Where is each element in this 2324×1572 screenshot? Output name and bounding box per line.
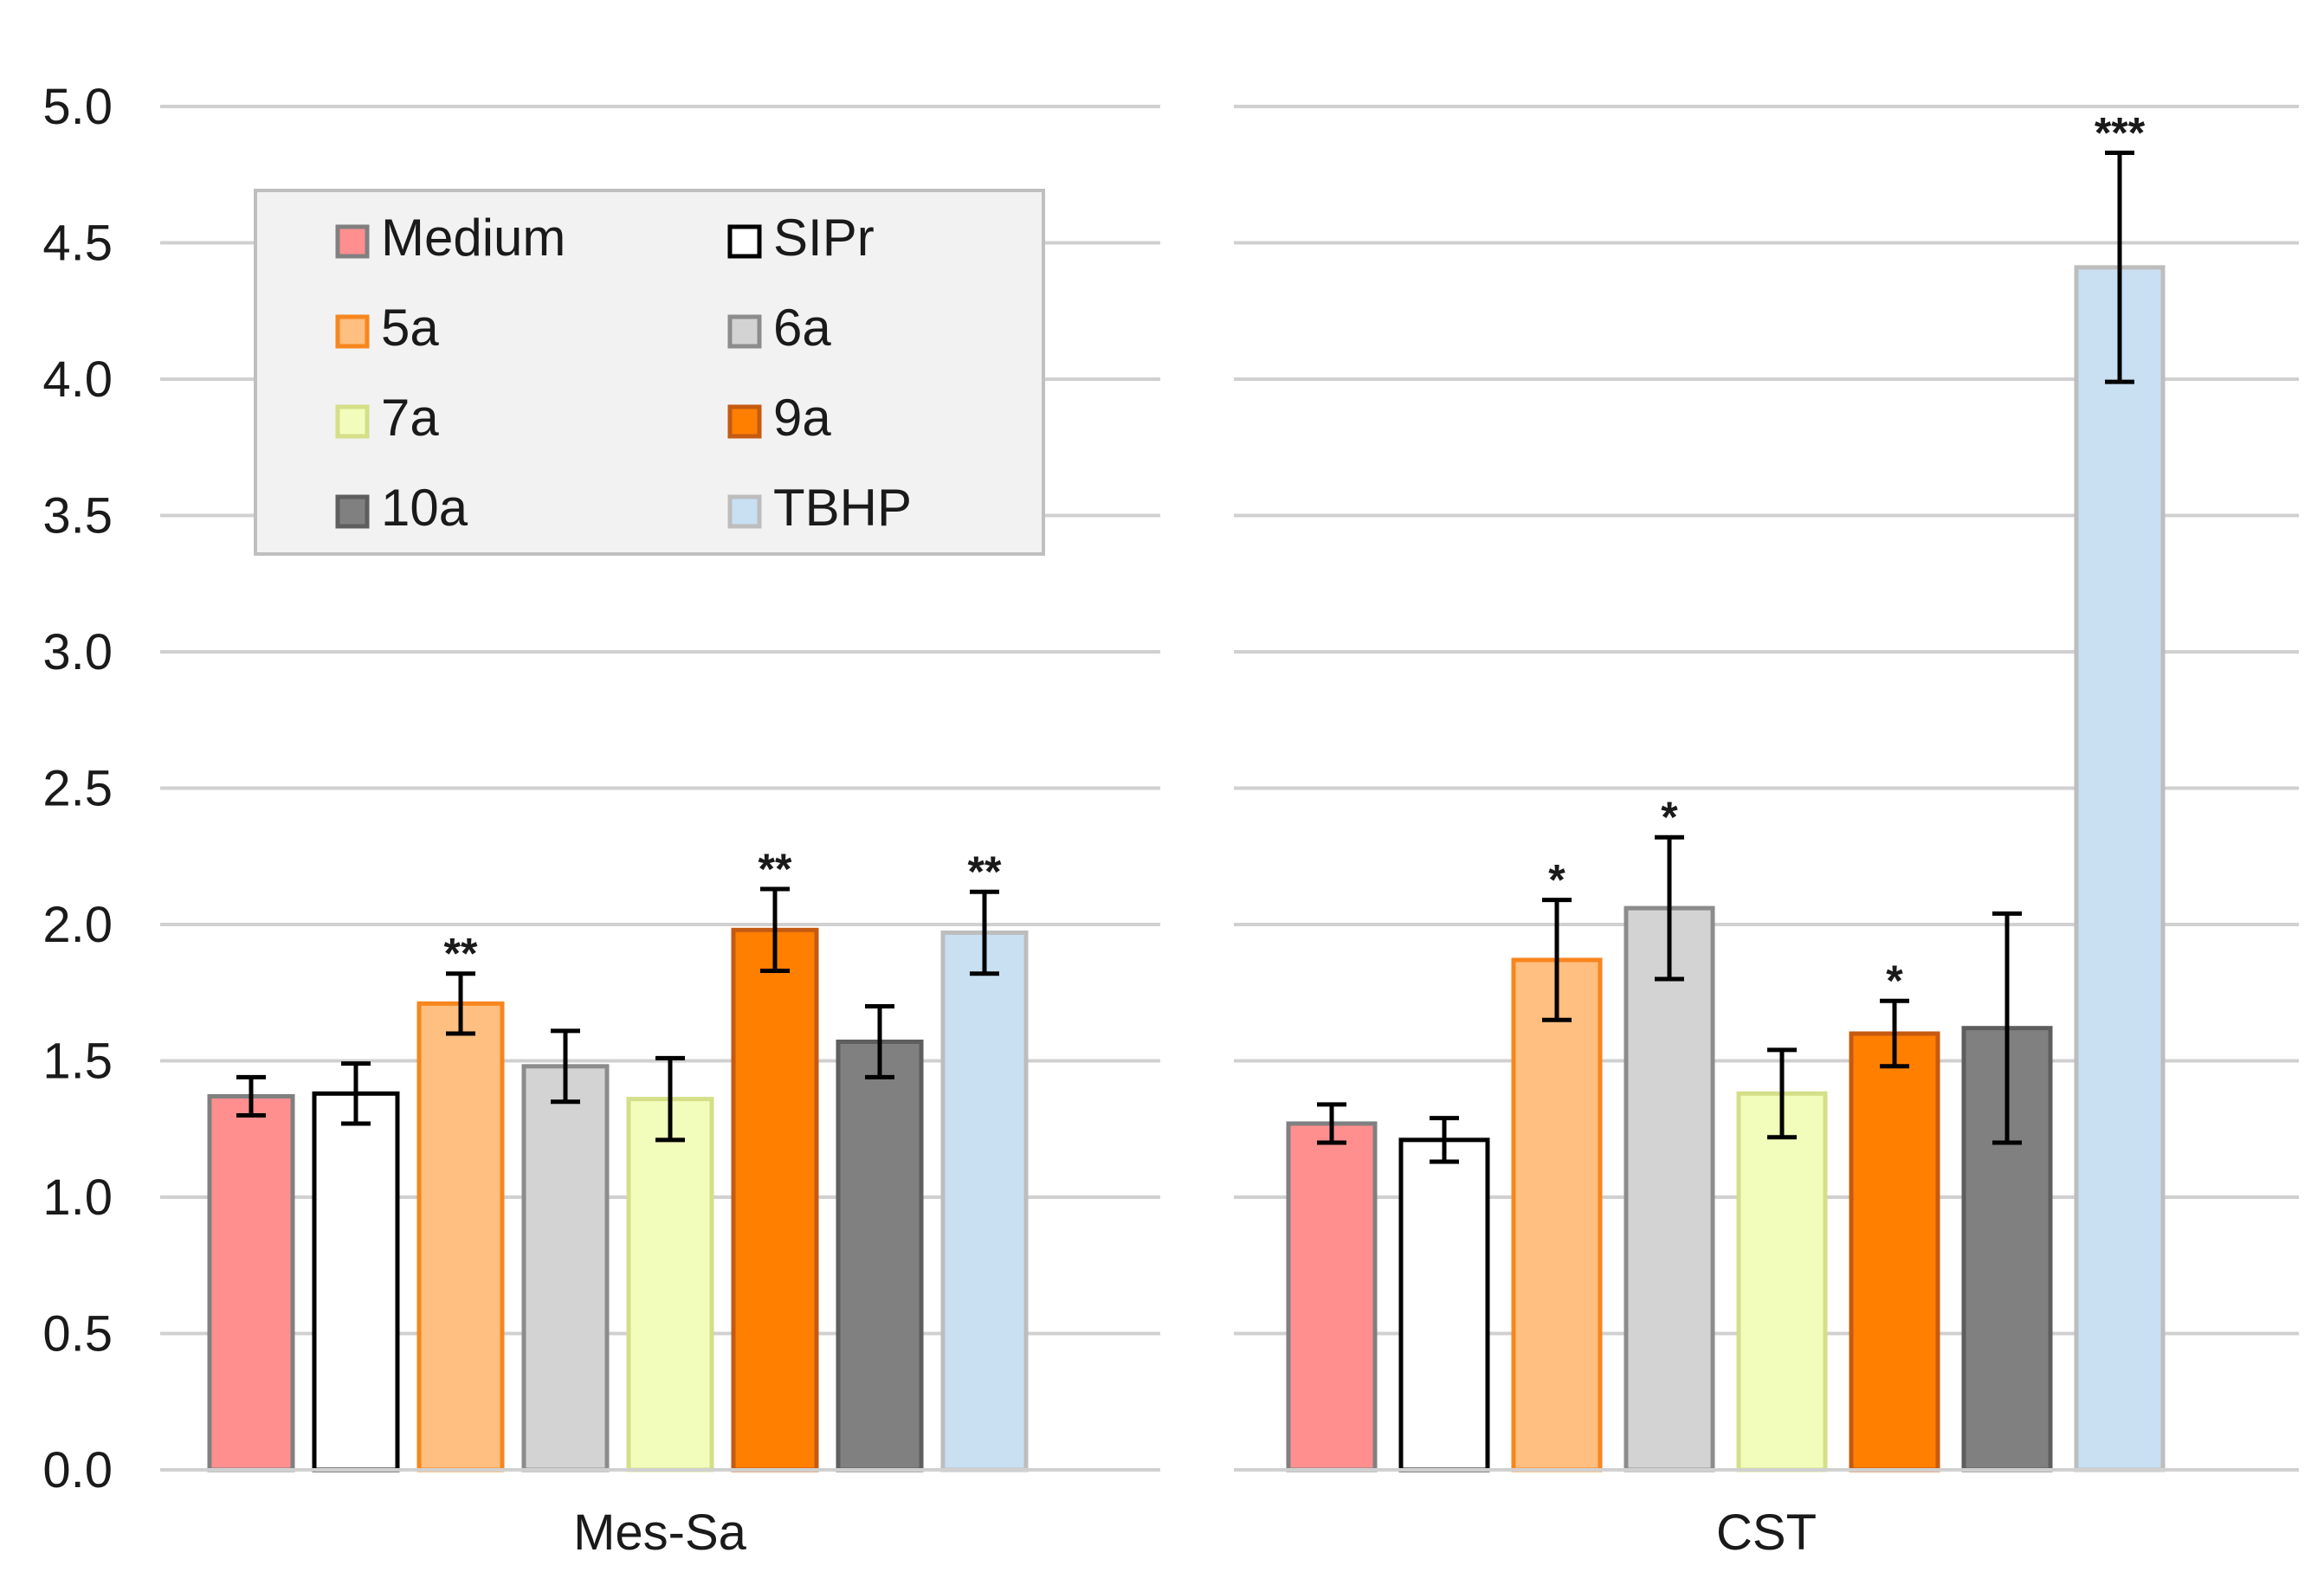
legend-swatch xyxy=(727,224,762,259)
y-tick-label: 0.0 xyxy=(42,1442,113,1498)
y-tick-label: 3.5 xyxy=(42,488,113,544)
bar xyxy=(2074,265,2166,1472)
legend-label: 9a xyxy=(773,389,831,447)
legend-swatch xyxy=(335,404,370,439)
significance-label: * xyxy=(1661,793,1678,841)
legend-label: SIPr xyxy=(773,209,875,267)
axis-layer: 0.0 0.5 1.0 1.5 2.0 2.5 3.0 3.5 4.0 4.5 5.0 Mes-Sa C… xyxy=(42,79,2299,1561)
legend-label: Medium xyxy=(381,209,565,267)
bar xyxy=(626,1097,714,1472)
legend-swatch xyxy=(727,404,762,439)
bar xyxy=(1398,1137,1490,1472)
legend-swatch xyxy=(335,224,370,259)
significance-label: * xyxy=(1886,957,1903,1005)
bar xyxy=(1849,1031,1940,1472)
bar xyxy=(940,930,1029,1472)
y-tick-label: 5.0 xyxy=(42,79,113,135)
legend: Medium SIPr 5a 6a 7a 9a 10a TBHP xyxy=(254,189,1045,556)
y-tick-label: 4.0 xyxy=(42,351,113,408)
bars-layer: **** ** ****** xyxy=(207,109,2166,1472)
x-category-label: Mes-Sa xyxy=(573,1504,747,1561)
y-tick-label: 0.5 xyxy=(42,1306,113,1363)
bar xyxy=(1736,1091,1828,1472)
legend-swatch xyxy=(335,494,370,529)
significance-label: ** xyxy=(968,847,1002,896)
y-tick-label: 2.0 xyxy=(42,897,113,953)
y-tick-label: 1.5 xyxy=(42,1034,113,1090)
x-category-label: CST xyxy=(1716,1504,1817,1561)
bar xyxy=(731,927,819,1472)
significance-label: *** xyxy=(2095,109,2146,158)
legend-swatch xyxy=(727,314,762,349)
bar xyxy=(836,1039,924,1472)
y-tick-label: 3.0 xyxy=(42,624,113,680)
significance-label: * xyxy=(1548,856,1565,905)
significance-label: ** xyxy=(444,930,478,978)
legend-label: 7a xyxy=(381,389,439,447)
bar xyxy=(521,1064,610,1472)
legend-label: 5a xyxy=(381,299,439,357)
bar xyxy=(1286,1121,1378,1472)
significance-label: ** xyxy=(759,845,792,893)
bar xyxy=(416,1001,505,1472)
legend-label: 6a xyxy=(773,299,831,357)
bar xyxy=(1624,905,1715,1472)
legend-swatch xyxy=(727,494,762,529)
legend-label: TBHP xyxy=(773,479,912,537)
bar xyxy=(207,1093,295,1472)
bar xyxy=(312,1091,400,1472)
legend-swatch xyxy=(335,314,370,349)
y-tick-label: 4.5 xyxy=(42,216,113,272)
legend-box xyxy=(254,189,1045,556)
bar xyxy=(1511,957,1603,1472)
y-tick-label: 2.5 xyxy=(42,761,113,817)
legend-label: 10a xyxy=(381,479,468,537)
y-tick-label: 1.0 xyxy=(42,1169,113,1226)
